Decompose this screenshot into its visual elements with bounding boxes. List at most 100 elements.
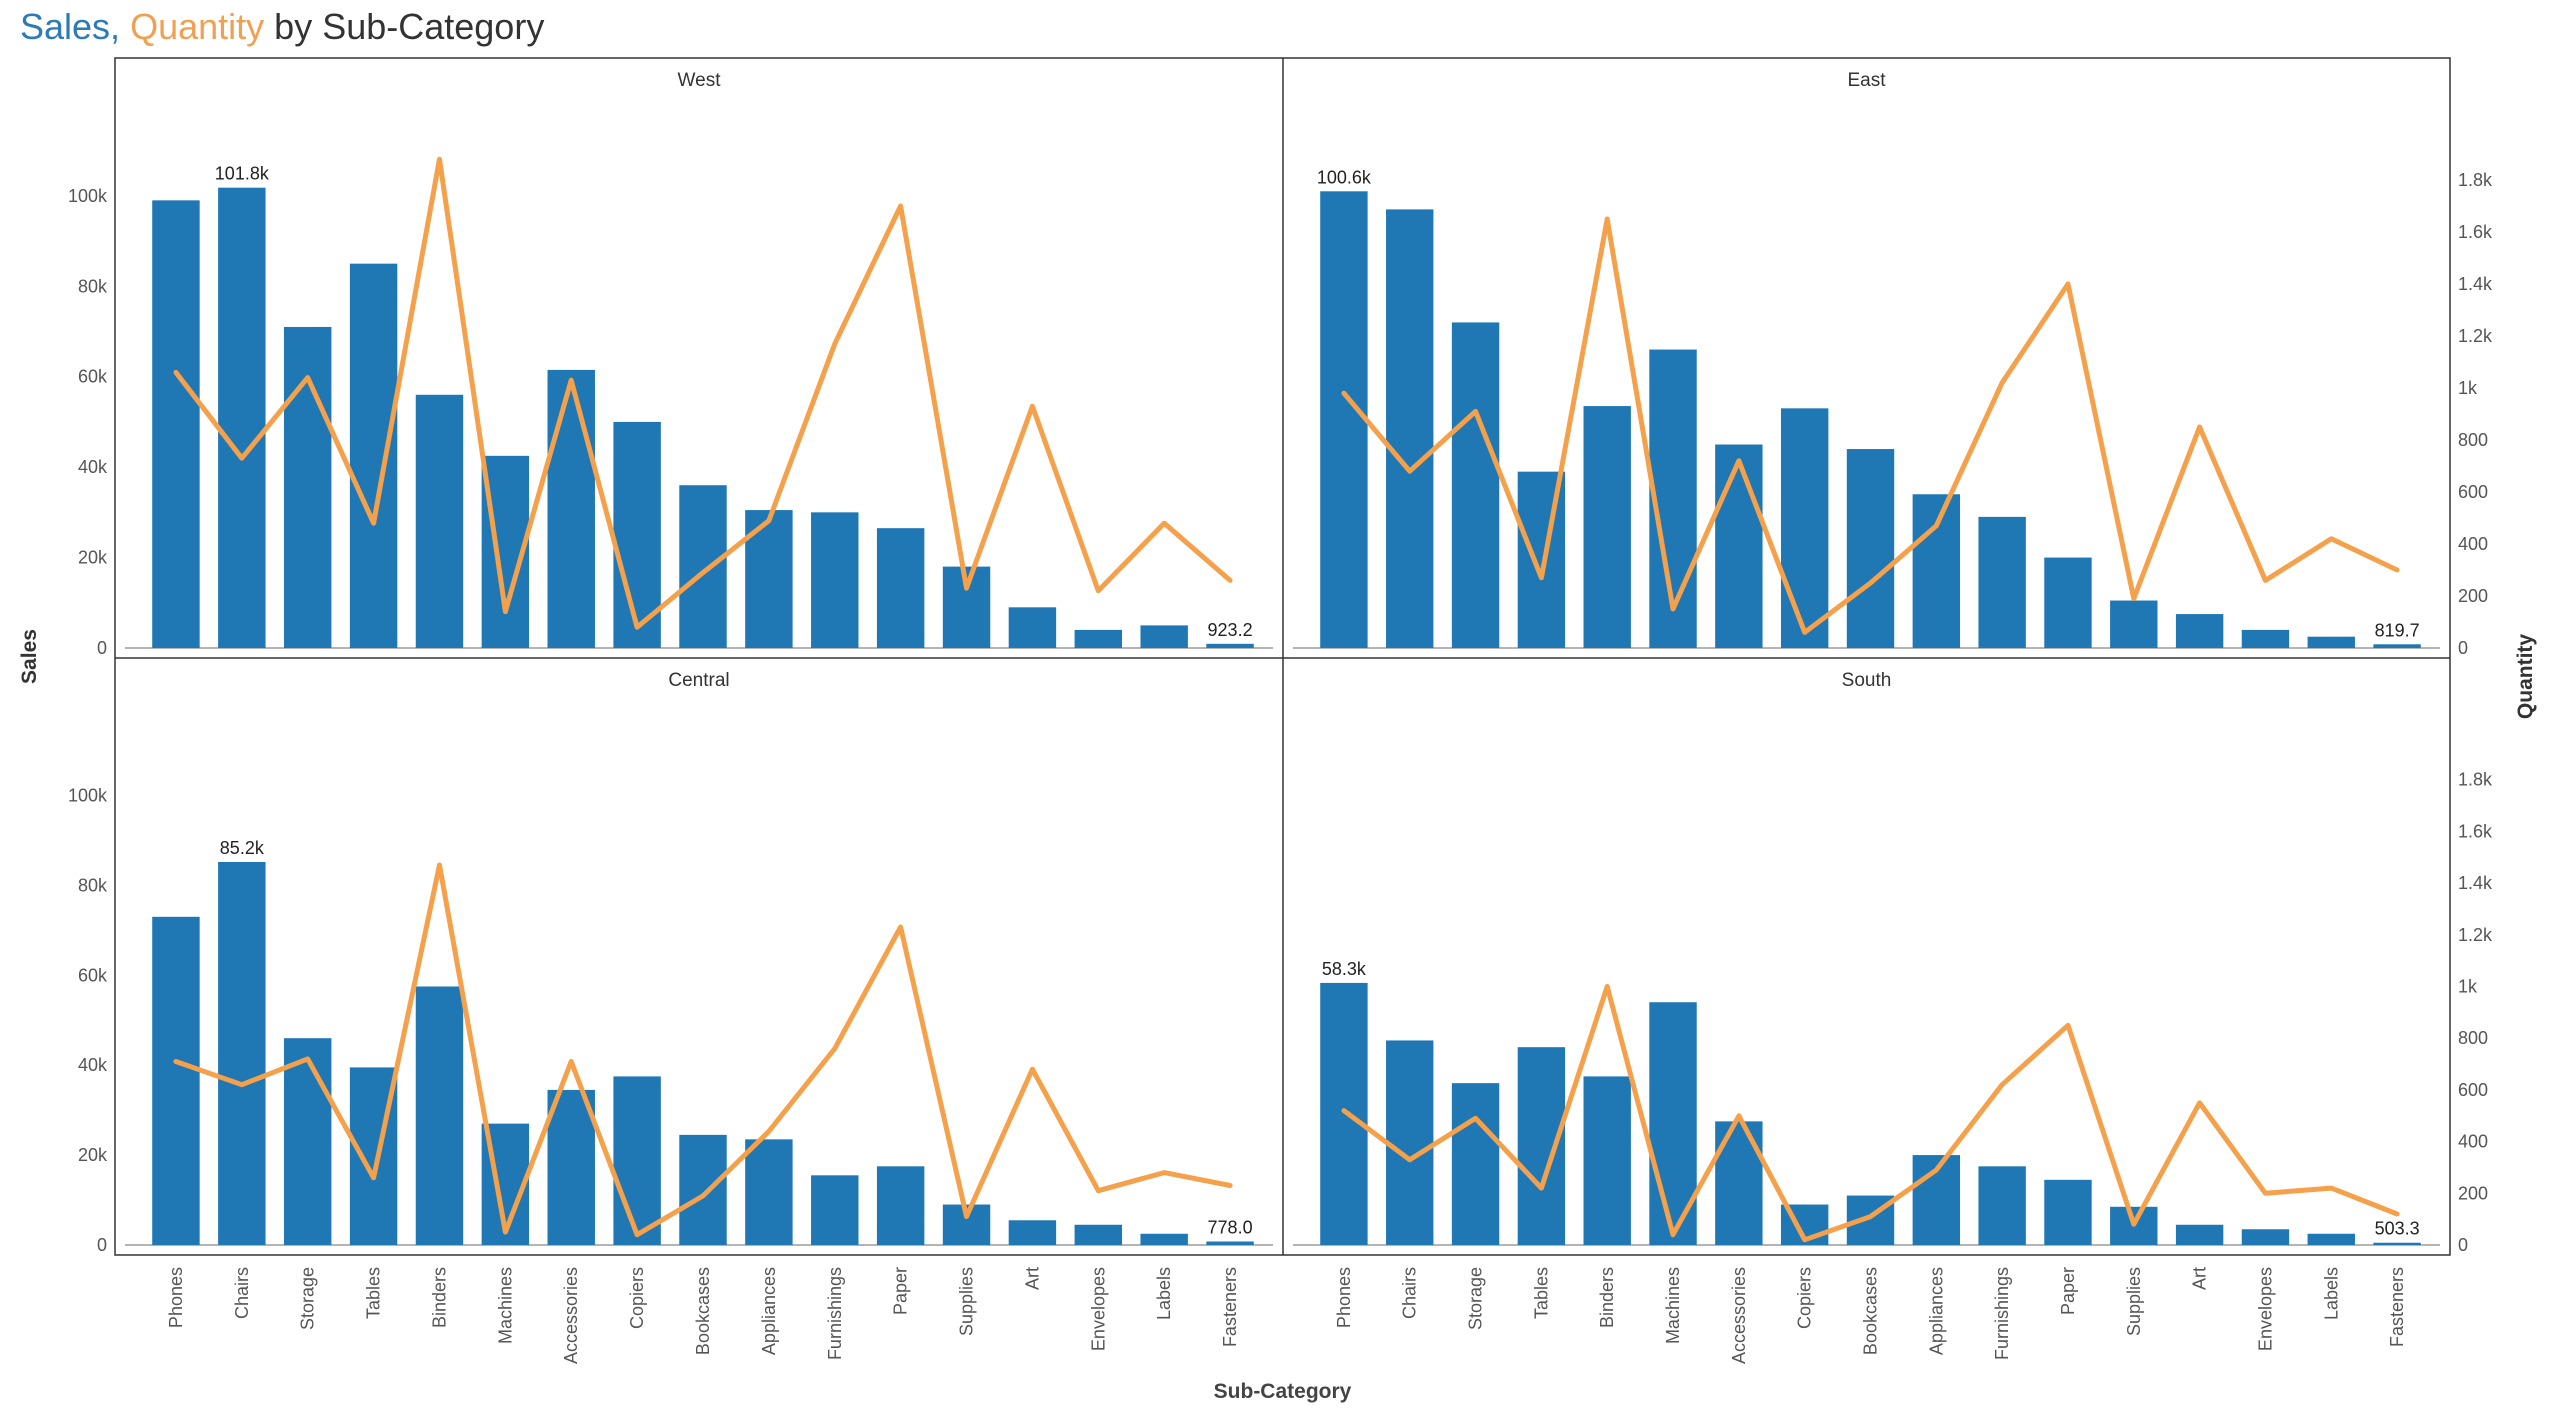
sales-bar: [1846, 449, 1895, 648]
sales-bar: [2044, 1179, 2092, 1245]
panel-header: East: [1847, 70, 1886, 91]
sales-bar: [1912, 494, 1961, 648]
x-tick-label: Binders: [429, 1267, 449, 1328]
y2-tick-label: 800: [2458, 430, 2488, 450]
sales-bar: [811, 512, 859, 648]
x-tick-label: Appliances: [1926, 1267, 1946, 1355]
y2-tick-label: 1.2k: [2458, 326, 2493, 346]
data-label: 923.2: [1208, 620, 1253, 640]
x-axis-title: Sub-Category: [1214, 1380, 1352, 1403]
chart-title-sales: Sales,: [20, 6, 121, 47]
y2-tick-label: 800: [2458, 1028, 2488, 1048]
sales-bar: [2175, 614, 2224, 648]
sales-bar: [1008, 607, 1057, 648]
y-tick-label: 100k: [68, 785, 108, 805]
data-label: 101.8k: [215, 164, 270, 184]
panel-west: West 101.8k 923.2: [125, 70, 1273, 649]
chart-title-quantity: Quantity: [130, 6, 265, 47]
data-label: 100.6k: [1317, 167, 1372, 187]
sales-bar: [745, 1139, 793, 1245]
sales-bar: [876, 528, 925, 648]
sales-bar: [2241, 1229, 2290, 1245]
sales-bar: [1451, 1083, 1500, 1245]
sales-bar: [1320, 982, 1368, 1245]
y-axis-title: Sales: [18, 629, 41, 684]
sales-bar: [1386, 209, 1434, 649]
sales-bar: [152, 916, 200, 1245]
x-tick-label: Bookcases: [693, 1267, 713, 1355]
y-tick-label: 60k: [78, 965, 108, 985]
sales-bar: [1206, 643, 1254, 648]
sales-bar: [1715, 1121, 1763, 1245]
sales-bar: [613, 1076, 661, 1245]
x-tick-label: Tables: [1531, 1267, 1551, 1319]
sales-bar: [1715, 444, 1763, 648]
x-tick-label: Accessories: [1729, 1267, 1749, 1364]
sales-bar: [152, 200, 200, 648]
sales-bar: [1780, 408, 1829, 648]
x-tick-label: Storage: [1466, 1267, 1486, 1330]
x-tick-label: Furnishings: [825, 1267, 845, 1360]
sales-bar: [1140, 1233, 1188, 1245]
panel-south: South 58.3k 503.3: [1293, 670, 2440, 1246]
chart-title-rest: by Sub-Category: [274, 6, 545, 47]
y2-tick-label: 1.6k: [2458, 821, 2493, 841]
panel-header: South: [1842, 670, 1892, 691]
sales-bar: [1074, 1224, 1123, 1245]
sales-bar: [1978, 516, 2026, 648]
panel-header: Central: [668, 670, 729, 691]
panel-east: East 100.6k 819.7: [1293, 70, 2440, 649]
sales-bar: [1206, 1241, 1254, 1245]
x-tick-label: Phones: [166, 1267, 186, 1328]
x-tick-label: Chairs: [1400, 1267, 1420, 1319]
x-tick-label: Paper: [2058, 1267, 2078, 1315]
x-tick-label: Art: [2190, 1267, 2210, 1290]
sales-bar: [2175, 1224, 2224, 1245]
x-tick-label: Labels: [2321, 1267, 2341, 1320]
chart-axes: 0 20k 40k 60k 80k 100k 0 20k 40k 60k 80k 100k 0 200 40…: [18, 170, 2537, 1403]
y2-tick-label: 600: [2458, 1080, 2488, 1100]
x-tick-label: Phones: [1334, 1267, 1354, 1328]
sales-bar: [218, 187, 266, 648]
sales-bar: [1140, 625, 1188, 648]
x-tick-label: Tables: [364, 1267, 384, 1319]
x-tick-label: Paper: [891, 1267, 911, 1315]
x-tick-label: Machines: [1663, 1267, 1683, 1344]
y2-tick-label: 1.8k: [2458, 170, 2493, 190]
x-tick-label: Fasteners: [2387, 1267, 2407, 1347]
sales-bar: [2307, 1233, 2355, 1245]
sales-bar: [349, 263, 398, 648]
y2-tick-label: 1.6k: [2458, 222, 2493, 242]
y2-tick-label: 1.4k: [2458, 873, 2493, 893]
x-tick-label: Envelopes: [1088, 1267, 1108, 1351]
y2-tick-label: 1k: [2458, 378, 2478, 398]
x-tick-label: Accessories: [561, 1267, 581, 1364]
sales-bar: [1583, 406, 1631, 648]
x-tick-label: Copiers: [1795, 1267, 1815, 1329]
sales-bar: [1583, 1076, 1631, 1245]
data-label: 58.3k: [1322, 959, 1367, 979]
y-tick-label: 40k: [78, 1055, 108, 1075]
sales-bar: [1978, 1166, 2026, 1245]
sales-bar: [876, 1166, 925, 1245]
y2-tick-label: 200: [2458, 586, 2488, 606]
chart-frame: [114, 57, 2451, 1256]
y2-tick-label: 0: [2458, 638, 2468, 658]
y2-tick-label: 0: [2458, 1235, 2468, 1255]
sales-bar: [1451, 322, 1500, 648]
y2-tick-label: 1.8k: [2458, 770, 2493, 790]
sales-bar: [679, 1134, 727, 1245]
sales-bar: [2110, 600, 2158, 648]
chart-panels: West 101.8k 923.2 East 100.6k 819.7 Central 85.…: [125, 70, 2440, 1246]
y2-tick-label: 600: [2458, 482, 2488, 502]
x-tick-label: Bookcases: [1861, 1267, 1881, 1355]
sales-bar: [2307, 636, 2355, 648]
sales-bar: [1008, 1220, 1057, 1245]
sales-bar: [2241, 629, 2290, 648]
x-tick-label: Supplies: [2124, 1267, 2144, 1336]
sales-bar: [1074, 629, 1123, 648]
y2-tick-label: 1.4k: [2458, 274, 2493, 294]
sales-bar: [547, 1089, 595, 1245]
y-tick-label: 0: [97, 1235, 107, 1255]
